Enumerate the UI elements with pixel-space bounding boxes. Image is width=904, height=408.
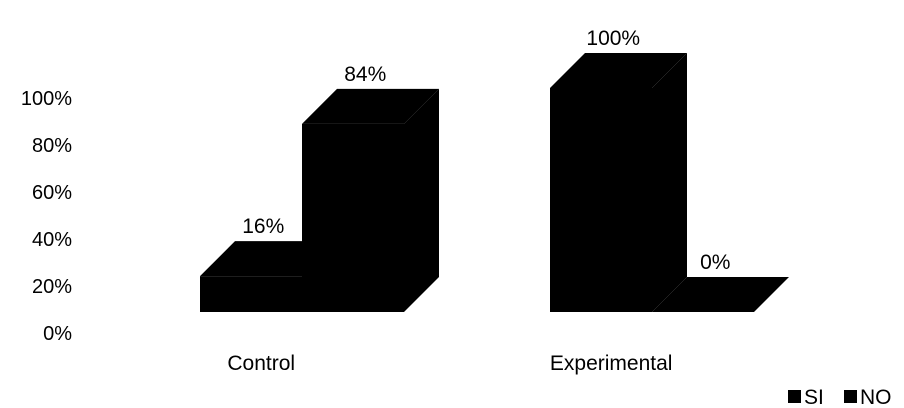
y-tick-label: 0% bbox=[43, 323, 72, 345]
data-label: 84% bbox=[344, 63, 386, 86]
bar-si-experimental bbox=[550, 53, 687, 312]
legend-label: NO bbox=[860, 386, 892, 408]
y-tick-label: 100% bbox=[21, 88, 72, 110]
y-tick-label: 60% bbox=[32, 182, 72, 204]
legend-label: SI bbox=[804, 386, 824, 408]
y-tick-label: 80% bbox=[32, 135, 72, 157]
y-axis: 0% 20% 40% 60% 80% 100% bbox=[21, 88, 72, 345]
bar-no-experimental bbox=[652, 277, 789, 312]
legend-swatch bbox=[788, 390, 801, 403]
x-category-label: Experimental bbox=[550, 352, 673, 375]
y-tick-label: 40% bbox=[32, 229, 72, 251]
data-label: 100% bbox=[586, 27, 640, 50]
x-category-label: Control bbox=[227, 352, 295, 375]
bars bbox=[200, 53, 789, 312]
data-label: 0% bbox=[700, 251, 730, 274]
bar-no-control bbox=[302, 88, 439, 312]
data-labels: 16% 84% 100% 0% bbox=[242, 27, 730, 274]
category-labels: Control Experimental bbox=[227, 352, 672, 375]
legend-swatch bbox=[844, 390, 857, 403]
legend: SI NO bbox=[788, 386, 892, 408]
y-tick-label: 20% bbox=[32, 276, 72, 298]
data-label: 16% bbox=[242, 215, 284, 238]
